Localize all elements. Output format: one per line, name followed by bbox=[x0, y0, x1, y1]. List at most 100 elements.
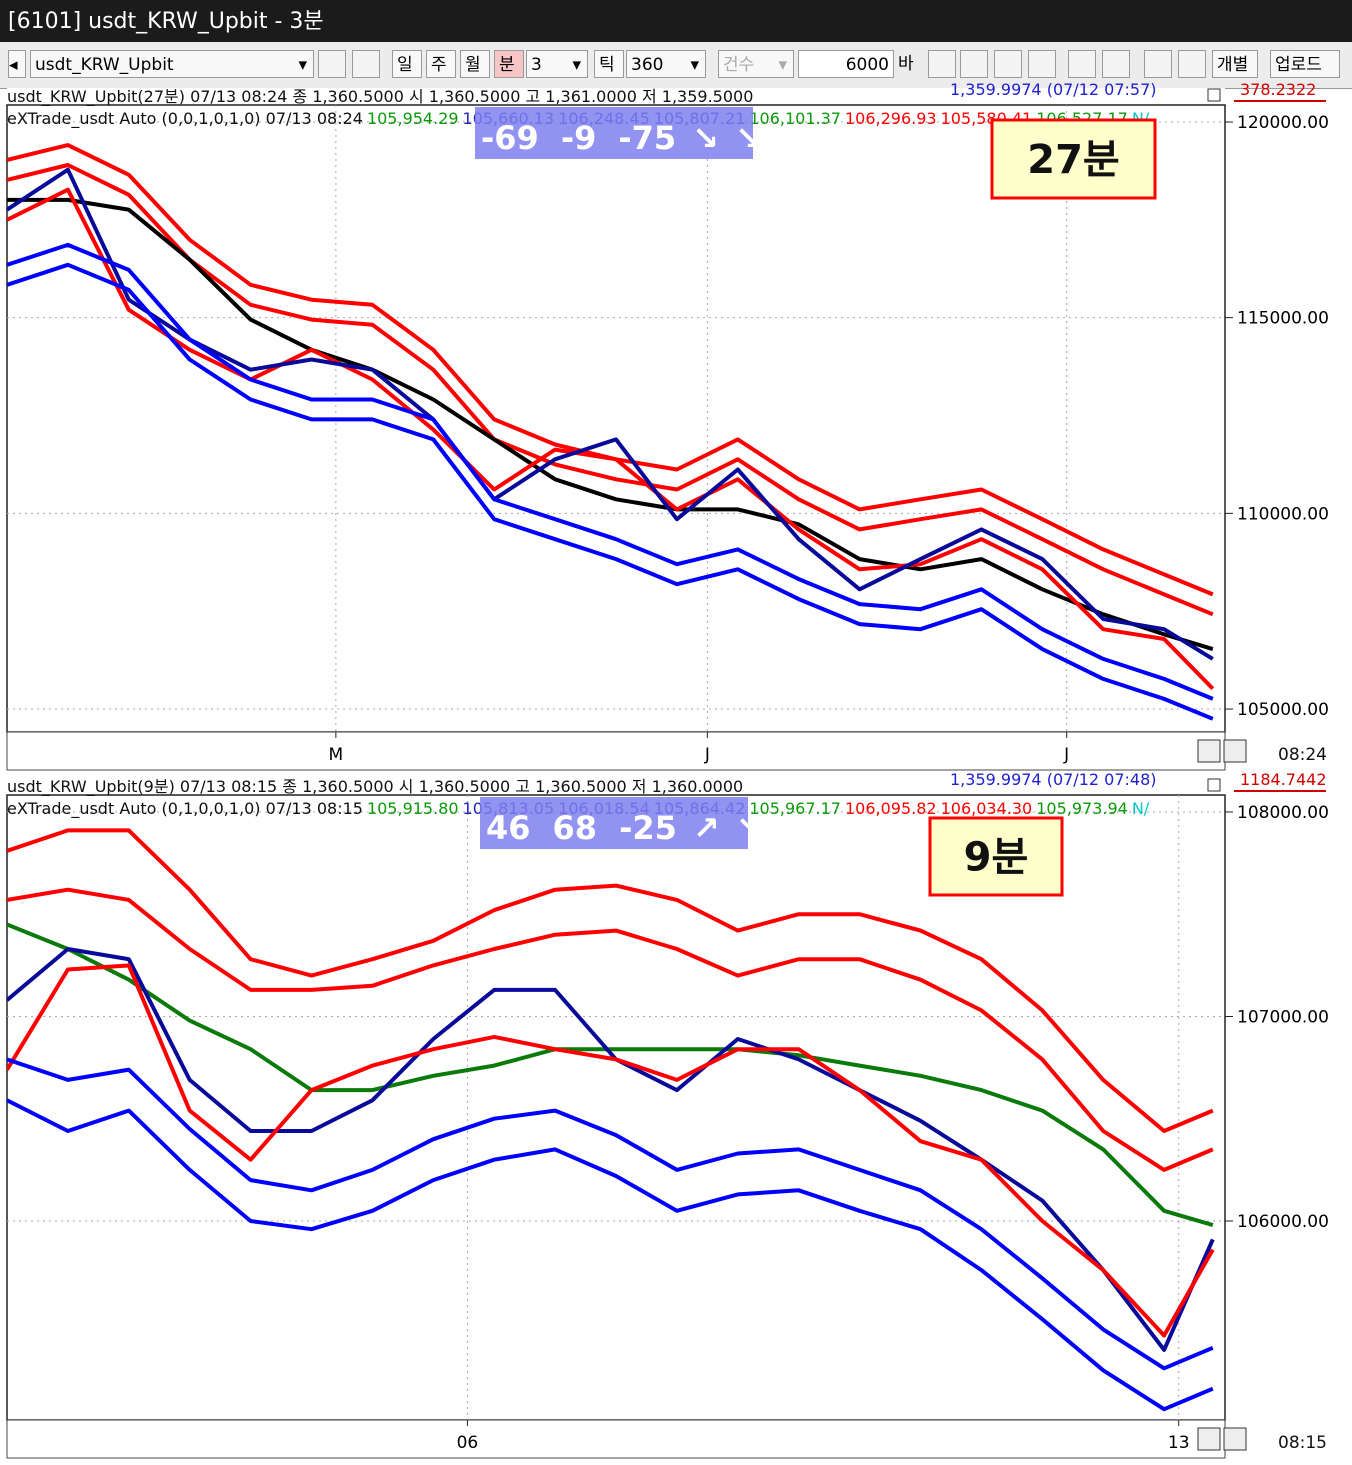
chart-tool[interactable] bbox=[1102, 50, 1130, 78]
y-tick-label: 115000.00 bbox=[1237, 309, 1329, 329]
y-tick-label: 105000.00 bbox=[1237, 700, 1329, 720]
indicator-value: 105,915.80 bbox=[367, 799, 459, 818]
time-label: 08:24 bbox=[1278, 745, 1327, 765]
signal-arrow: ↘ bbox=[736, 809, 763, 847]
signal-value: 46 bbox=[486, 809, 531, 847]
symbol-select[interactable]: usdt_KRW_Upbit ▾ bbox=[30, 50, 314, 78]
dropdown-arrow: ▾ bbox=[298, 55, 307, 75]
search-button[interactable] bbox=[318, 50, 346, 78]
indicator-value: 106,296.93 bbox=[845, 109, 937, 128]
signal-arrow: ↘ bbox=[692, 119, 719, 157]
series-line bbox=[7, 163, 1214, 617]
symbol: usdt_KRW_Upbit bbox=[35, 55, 174, 75]
tick-button[interactable]: 틱 bbox=[594, 50, 624, 78]
signal-value: -9 bbox=[561, 119, 597, 157]
chart-header: usdt_KRW_Upbit(27분) 07/13 08:24 종 1,360.… bbox=[7, 87, 753, 107]
series-line bbox=[7, 828, 1214, 1133]
period-button[interactable]: 일 bbox=[392, 50, 422, 78]
period-button[interactable]: 분 bbox=[494, 50, 524, 78]
chart-tool[interactable] bbox=[1068, 50, 1096, 78]
window-title: [6101] usdt_KRW_Upbit - 3분 bbox=[0, 0, 1352, 42]
series-group bbox=[7, 828, 1215, 1412]
period-button[interactable]: 주 bbox=[426, 50, 456, 78]
zoom-button bbox=[1197, 739, 1221, 763]
series-line bbox=[7, 197, 1214, 652]
chart-tool[interactable] bbox=[1144, 50, 1172, 78]
upload-button[interactable]: 업로드 bbox=[1270, 50, 1340, 78]
search-button bbox=[1223, 1427, 1247, 1451]
signal-text: 46 68 -25 ↗ ↘ bbox=[486, 809, 763, 847]
plot-frame bbox=[6, 794, 1226, 1421]
chart-tool[interactable] bbox=[994, 50, 1022, 78]
signal-value: 68 bbox=[553, 809, 598, 847]
toolbar: ◂ usdt_KRW_Upbit ▾ 일 주 월 분 3 ▾ 틱 360 ▾ 건수 ▾ … bbox=[0, 42, 1352, 89]
dropdown-arrow: ▾ bbox=[572, 55, 581, 75]
signal-box bbox=[475, 107, 753, 159]
tick-select[interactable]: 360 ▾ bbox=[626, 50, 706, 78]
time-label: 08:15 bbox=[1278, 1433, 1327, 1453]
search-button bbox=[1223, 739, 1247, 763]
series-line bbox=[7, 167, 1214, 661]
chart-tool[interactable] bbox=[1028, 50, 1056, 78]
series-line bbox=[7, 1057, 1214, 1371]
period-button[interactable]: 월 bbox=[460, 50, 490, 78]
chart-tool[interactable] bbox=[960, 50, 988, 78]
reference-price: 1,359.9974 (07/12 07:57) bbox=[950, 80, 1156, 99]
series-line bbox=[7, 1098, 1214, 1412]
series-line bbox=[7, 242, 1214, 701]
y-tick-label: 106000.00 bbox=[1237, 1212, 1329, 1232]
chart-tool[interactable] bbox=[1178, 50, 1206, 78]
tick-value: 360 bbox=[631, 55, 664, 75]
series-line bbox=[7, 922, 1214, 1228]
annotation-box bbox=[990, 118, 1157, 200]
annotation-text: 27분 bbox=[1027, 137, 1119, 183]
count-select[interactable]: 건수 ▾ bbox=[718, 50, 794, 78]
indicator-name: eXTrade_usdt Auto (0,0,1,0,1,0) 07/13 08… bbox=[7, 109, 363, 129]
dropdown-arrow: ▾ bbox=[778, 55, 787, 75]
chart-header: usdt_KRW_Upbit(9분) 07/13 08:15 종 1,360.5… bbox=[7, 777, 743, 797]
search-button-2[interactable] bbox=[352, 50, 380, 78]
reference-price: 1,359.9974 (07/12 07:48) bbox=[950, 770, 1156, 789]
x-axis-band bbox=[6, 1419, 1226, 1459]
annotation-text: 9분 bbox=[964, 835, 1029, 881]
series-line bbox=[7, 887, 1214, 1172]
signal-value: -25 bbox=[619, 809, 677, 847]
scroll-left[interactable]: ◂ bbox=[8, 50, 26, 78]
top-label: 378.2322 bbox=[1240, 80, 1316, 99]
header-band bbox=[7, 88, 1225, 104]
indicator-name: eXTrade_usdt Auto (0,1,0,0,1,0) 07/13 08… bbox=[7, 799, 363, 819]
indicator-value: 106,101.37 bbox=[749, 109, 841, 128]
annotation-box bbox=[928, 816, 1064, 897]
x-tick-label: 13 bbox=[1168, 1433, 1190, 1453]
bars-unit: 바 bbox=[898, 54, 914, 74]
zoom-button bbox=[1197, 1427, 1221, 1451]
panel-button bbox=[1207, 778, 1221, 792]
chart-tool[interactable] bbox=[928, 50, 956, 78]
x-tick-label: J bbox=[704, 745, 710, 765]
dropdown-arrow: ▾ bbox=[690, 55, 699, 75]
top-label: 1184.7442 bbox=[1240, 770, 1327, 789]
signal-value: -75 bbox=[618, 119, 676, 157]
indicator-value: 105,973.94 bbox=[1036, 799, 1128, 818]
indicator-value: 105,967.17 bbox=[749, 799, 841, 818]
indicator-value: N/ bbox=[1132, 799, 1150, 818]
signal-arrow: ↗ bbox=[693, 809, 720, 847]
series-line bbox=[7, 262, 1214, 721]
x-axis-band bbox=[6, 731, 1226, 771]
signal-value: -69 bbox=[481, 119, 539, 157]
series-group bbox=[7, 143, 1215, 721]
x-tick-label: 06 bbox=[457, 1433, 479, 1453]
individual-button[interactable]: 개별 bbox=[1212, 50, 1258, 78]
indicator-value: 106,095.82 bbox=[845, 799, 937, 818]
count-label: 건수 bbox=[723, 55, 755, 75]
header-band bbox=[7, 778, 1225, 794]
bars-input[interactable]: 6000 bbox=[798, 50, 894, 78]
x-tick-label: J bbox=[1063, 745, 1069, 765]
series-line bbox=[7, 187, 1215, 691]
period-select[interactable]: 3 ▾ bbox=[526, 50, 588, 78]
series-line bbox=[7, 963, 1215, 1338]
panel-button bbox=[1207, 88, 1221, 102]
y-tick-label: 108000.00 bbox=[1237, 803, 1329, 823]
